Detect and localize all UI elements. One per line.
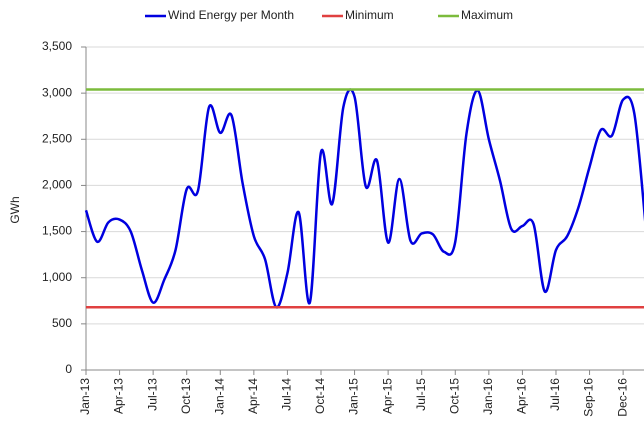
y-tick-label: 1,500: [42, 224, 72, 238]
x-tick-label: Apr-14: [246, 378, 260, 414]
legend-label: Minimum: [345, 8, 394, 22]
x-tick-label: Jul-16: [548, 378, 562, 411]
y-tick-label: 2,000: [42, 178, 72, 192]
series-line: [84, 88, 644, 309]
x-tick-label: Jan-16: [481, 378, 495, 415]
x-tick-label: Apr-16: [515, 378, 529, 414]
x-tick-label: Dec-16: [615, 378, 629, 417]
y-tick-label: 3,000: [42, 85, 72, 99]
x-tick-label: Jul-15: [414, 378, 428, 411]
legend-label: Wind Energy per Month: [168, 8, 294, 22]
x-tick-label: Jan-15: [347, 378, 361, 415]
y-tick-label: 0: [65, 362, 72, 376]
y-tick-label: 500: [52, 316, 72, 330]
y-tick-label: 2,500: [42, 131, 72, 145]
y-tick-label: 1,000: [42, 270, 72, 284]
x-tick-label: Jul-13: [145, 378, 159, 411]
x-tick-label: Apr-15: [380, 378, 394, 414]
y-axis-label: GWh: [8, 196, 22, 223]
x-tick-label: Oct-14: [313, 378, 327, 414]
legend-label: Maximum: [461, 8, 513, 22]
y-tick-label: 3,500: [42, 39, 72, 53]
x-tick-label: Apr-13: [112, 378, 126, 414]
x-tick-label: Sep-16: [582, 378, 596, 417]
x-tick-label: Jan-14: [212, 378, 226, 415]
x-tick-label: Oct-15: [447, 378, 461, 414]
x-tick-label: Oct-13: [179, 378, 193, 414]
x-tick-label: Jan-13: [78, 378, 92, 415]
x-tick-label: Jul-14: [280, 378, 294, 411]
